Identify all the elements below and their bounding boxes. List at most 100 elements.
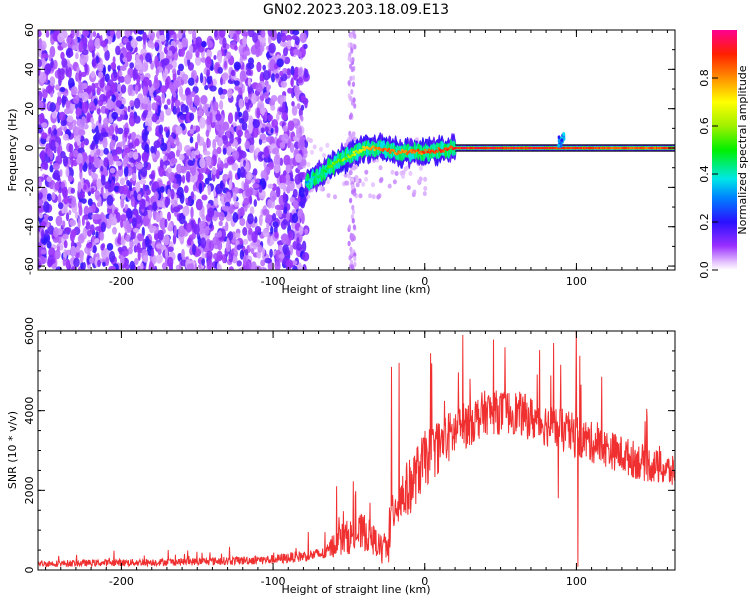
- spectrogram-noise-cell: [52, 162, 60, 171]
- spectrogram-noise-cell: [292, 48, 300, 55]
- spectrogram-noise-cell: [244, 132, 252, 139]
- snr-y-ticks: 0 2000 4000 6000: [23, 317, 675, 574]
- spectrogram-noise-cell: [281, 175, 287, 185]
- spectrogram-noise-cell: [192, 184, 196, 192]
- spectrogram-noise-cell: [134, 138, 140, 147]
- spectrogram-noise-cell: [54, 102, 60, 113]
- spectrogram-noise-cell: [137, 233, 145, 242]
- spectrogram-noise-cell: [294, 85, 300, 95]
- spectrogram-noise-cell: [68, 120, 74, 131]
- spectrogram-noise-cell: [201, 41, 207, 48]
- spectrogram-faint-cell: [310, 149, 314, 155]
- spectrogram-stripe-cell: [351, 81, 356, 88]
- spectrogram-noise-cell: [219, 94, 225, 100]
- spectrogram-noise-cell: [40, 221, 47, 227]
- spectrogram-faint-cell: [419, 165, 423, 171]
- spectrogram-noise-cell: [141, 151, 149, 162]
- spectrogram-noise-cell: [172, 206, 181, 213]
- spectrogram-signal-core: [320, 173, 324, 176]
- spectrogram-noise-cell: [135, 36, 143, 42]
- spectrogram-faint-cell: [364, 176, 368, 182]
- spectrogram-noise-cell: [263, 146, 270, 159]
- spectrogram-noise-cell: [90, 117, 95, 124]
- spectrogram-faint-cell: [344, 142, 349, 148]
- spectrogram-noise-cell: [222, 135, 228, 145]
- spectrogram-noise-cell: [290, 77, 294, 88]
- spectrogram-noise-cell: [148, 79, 152, 88]
- spectrogram-noise-cell: [231, 255, 238, 264]
- spectrogram-noise-cell: [152, 201, 158, 212]
- spectrogram-noise-cell: [145, 52, 152, 63]
- spectrogram-y-tick-label: 40: [23, 62, 36, 76]
- spectrogram-noise-cell: [166, 98, 171, 106]
- spectrogram-noise-cell: [280, 32, 287, 43]
- spectrogram-signal-core: [352, 150, 356, 154]
- spectrogram-noise-cell: [60, 51, 65, 60]
- spectrogram-noise-cell: [269, 59, 276, 72]
- spectrogram-noise-cell: [299, 32, 307, 44]
- spectrogram-noise-cell: [220, 76, 224, 86]
- spectrogram-noise-cell: [38, 30, 42, 38]
- spectrogram-noise-cell: [228, 253, 234, 263]
- spectrogram-noise-cell: [216, 146, 222, 155]
- spectrogram-noise-cell: [271, 73, 276, 83]
- snr-x-tick-label: -100: [261, 575, 286, 588]
- spectrogram-noise-cell: [172, 59, 177, 69]
- spectrogram-noise-cell: [297, 172, 305, 179]
- spectrogram-noise-cell: [91, 58, 97, 68]
- spectrogram-noise-cell: [279, 182, 287, 190]
- spectrogram-noise-cell: [239, 217, 246, 227]
- spectrogram-noise-cell: [217, 230, 223, 238]
- spectrogram-noise-cell: [103, 157, 109, 168]
- colorbar-tick-label: 0.4: [698, 165, 711, 183]
- spectrogram-noise-cell: [234, 232, 241, 238]
- spectrogram-noise-cell: [209, 112, 213, 124]
- spectrogram-noise-cell: [125, 51, 131, 60]
- spectrogram-noise-cell: [77, 181, 82, 193]
- spectrogram-noise-cell: [298, 225, 304, 235]
- spectrogram-signal-core: [420, 152, 424, 156]
- spectrogram-noise-cell: [186, 149, 192, 157]
- spectrogram-noise-cell: [239, 55, 243, 66]
- spectrogram-noise-cell: [127, 84, 133, 97]
- spectrogram-noise-cell: [181, 37, 189, 48]
- spectrogram-noise-cell: [75, 52, 79, 60]
- spectrogram-noise-cell: [252, 119, 260, 129]
- spectrogram-noise-cell: [225, 191, 232, 204]
- spectrogram-noise-cell: [96, 87, 101, 96]
- spectrogram-signal-core: [335, 160, 339, 164]
- spectrogram-noise-cell: [68, 143, 74, 153]
- spectrogram-noise-cell: [94, 190, 101, 200]
- spectrogram-noise-cell: [129, 100, 135, 107]
- spectrogram-noise-cell: [260, 36, 266, 44]
- spectrogram-noise-cell: [124, 263, 130, 270]
- snr-series-line: [38, 331, 675, 568]
- spectrogram-noise-cell: [86, 112, 91, 123]
- spectrogram-noise-cell: [71, 196, 77, 208]
- spectrogram-noise-cell: [135, 214, 142, 224]
- spectrogram-noise-cell: [116, 30, 121, 39]
- spectrogram-noise-cell: [82, 30, 90, 37]
- spectrogram-noise-cell: [128, 142, 134, 149]
- spectrogram-signal-core: [410, 151, 414, 154]
- spectrogram-noise-cell: [224, 60, 227, 69]
- spectrogram-noise-cell: [289, 142, 295, 153]
- colorbar-label: Normalized spectral amplitude: [736, 65, 749, 234]
- spectrogram-noise-cell: [219, 180, 224, 190]
- spectrogram-faint-cell: [378, 165, 383, 171]
- spectrogram-signal-core: [345, 157, 348, 161]
- spectrogram-noise-cell: [60, 181, 65, 189]
- spectrogram-noise-cell: [109, 154, 114, 166]
- spectrogram-stripe-cell: [347, 80, 351, 86]
- spectrogram-noise-cell: [106, 194, 114, 206]
- spectrogram-noise-cell: [129, 260, 135, 270]
- spectrogram-signal-core: [399, 151, 403, 154]
- spectrogram-noise-cell: [301, 240, 307, 252]
- spectrogram-noise-cell: [142, 98, 149, 105]
- spectrogram-noise-cell: [244, 249, 249, 256]
- spectrogram-noise-cell: [231, 163, 239, 171]
- spectrogram-noise-cell: [200, 237, 207, 249]
- spectrogram-noise-cell: [42, 53, 49, 59]
- spectrogram-faint-cell: [368, 193, 373, 199]
- spectrogram-noise-cell: [243, 197, 250, 206]
